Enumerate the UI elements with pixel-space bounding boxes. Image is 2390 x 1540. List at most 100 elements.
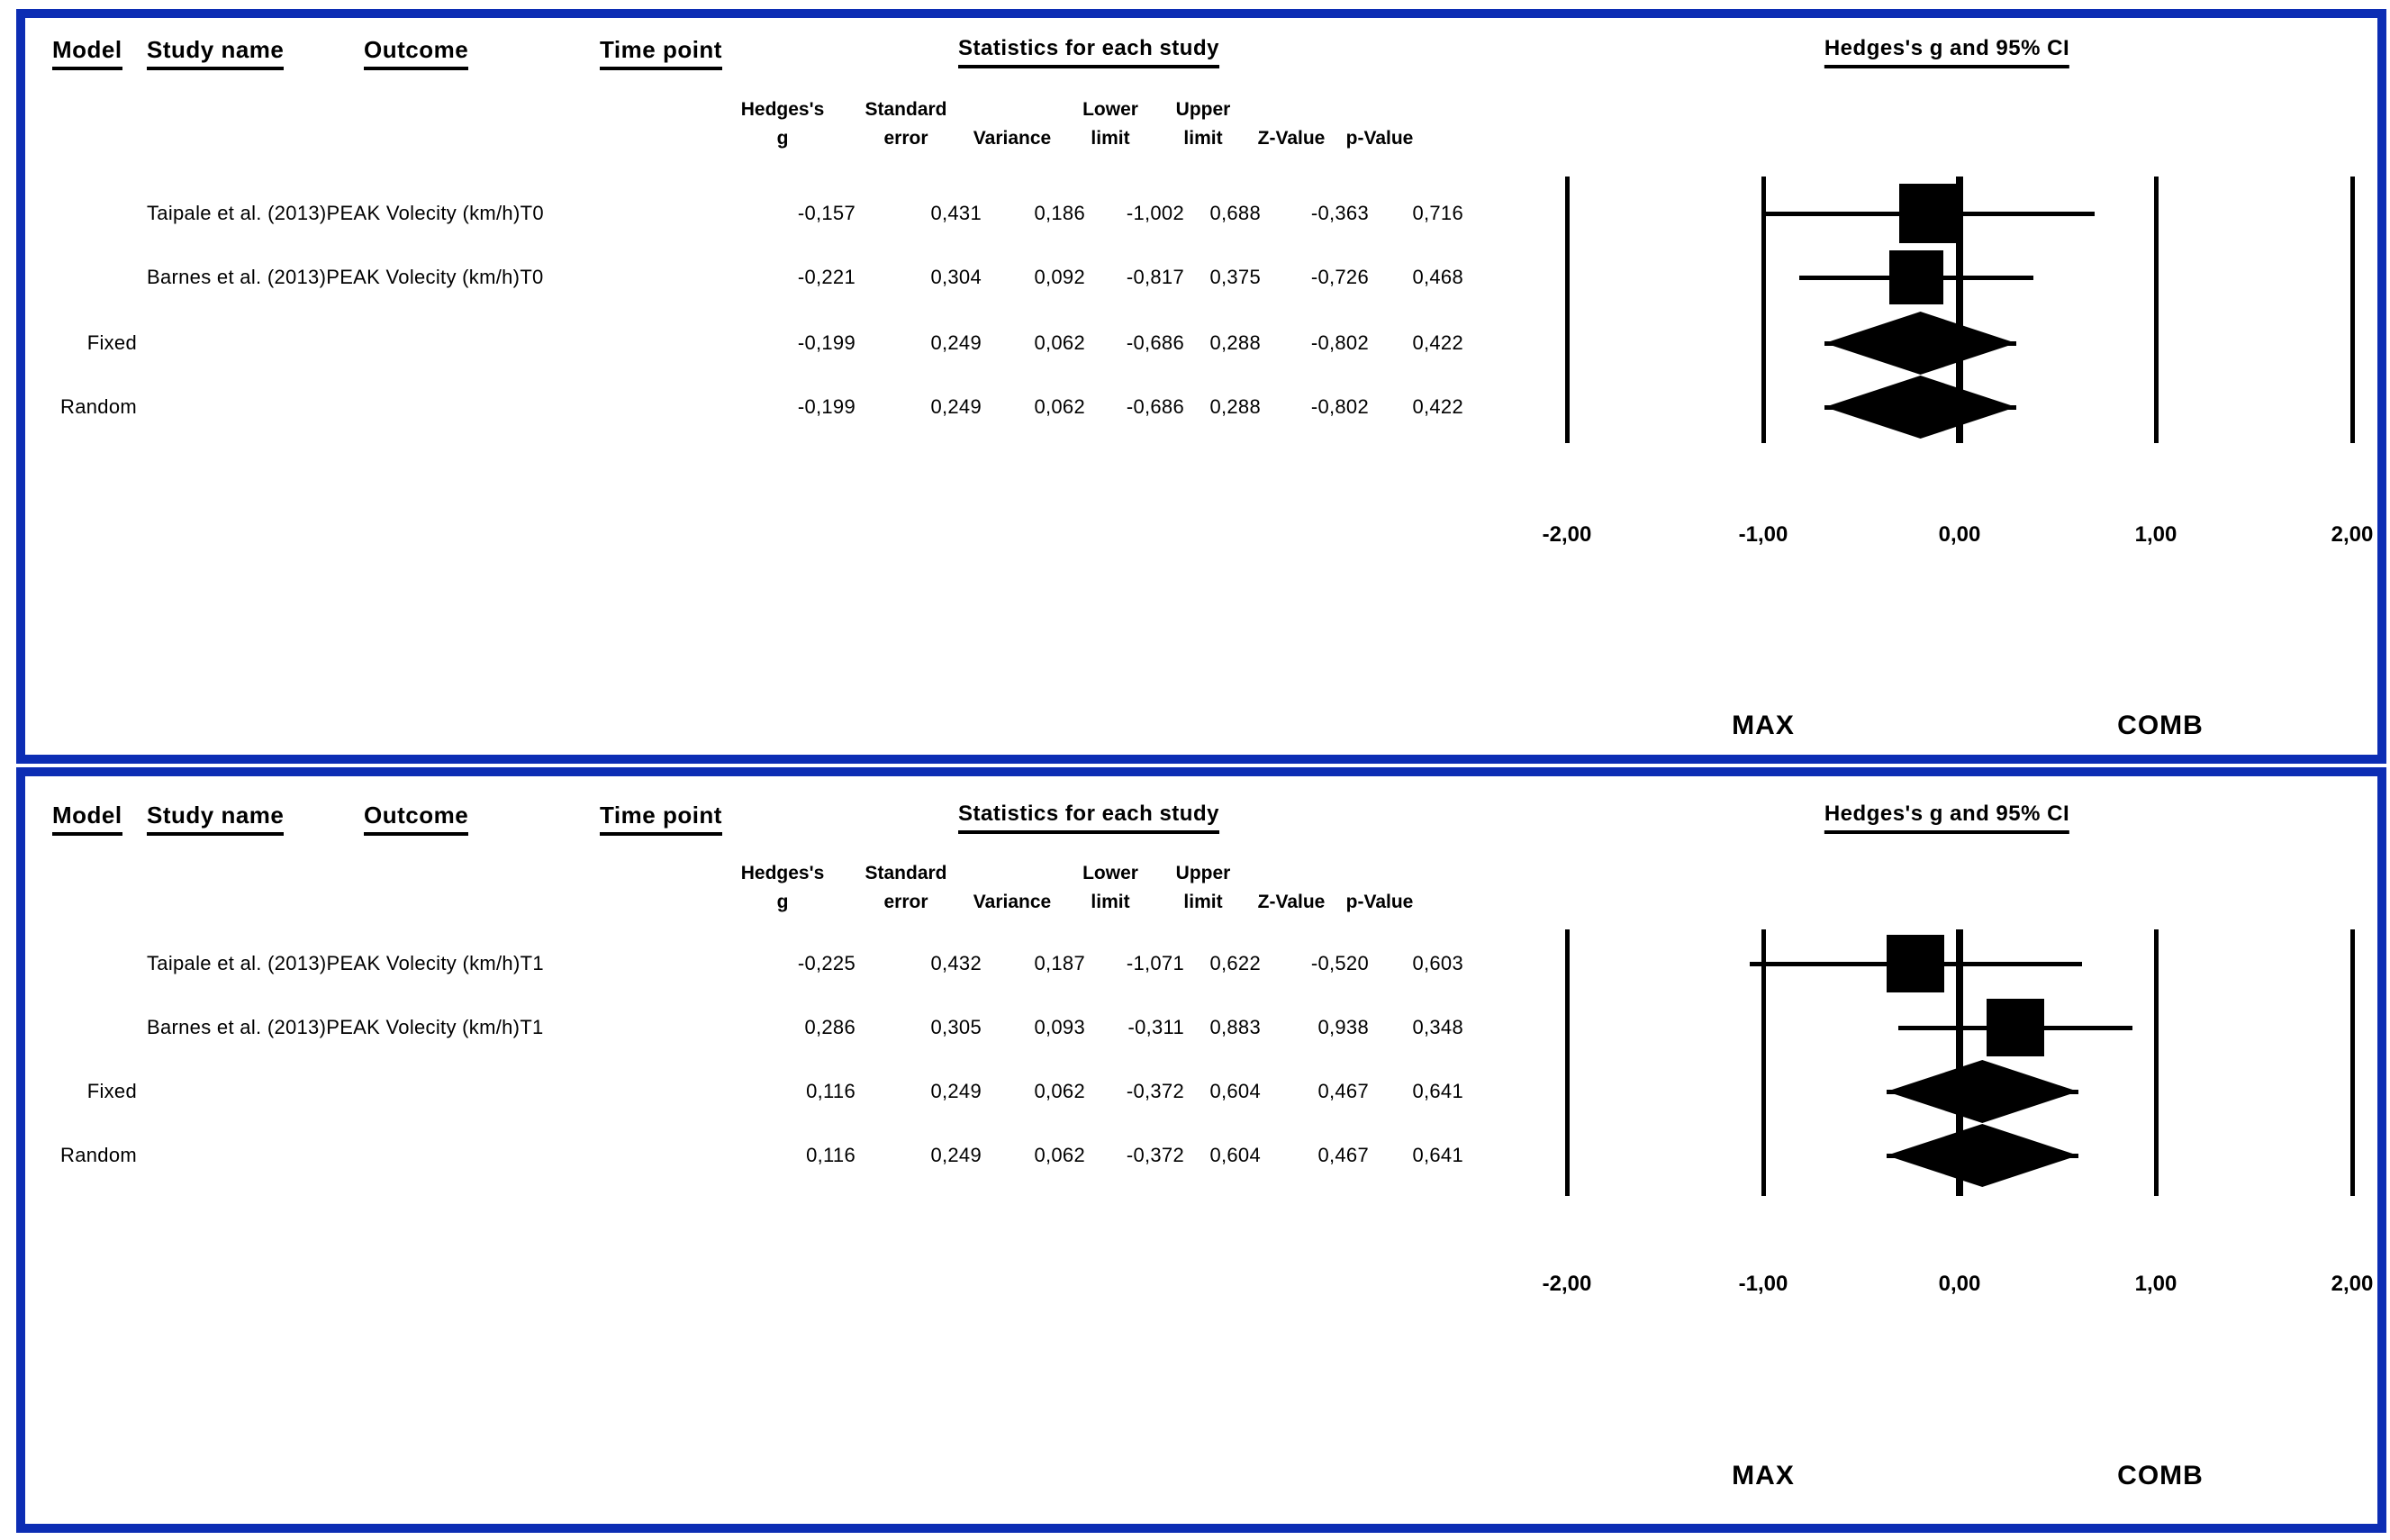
timepoint-text: T0 [520, 266, 544, 288]
x-tick-label: -2,00 [1542, 522, 1592, 547]
stat-value: 0,304 [930, 266, 982, 288]
stat-col-header-line1 [1346, 95, 1414, 124]
model-label: Random [60, 1144, 137, 1166]
stat-col-header: p-Value [1346, 95, 1414, 153]
stat-col-header-line1 [1258, 859, 1326, 888]
stat-value: -0,199 [797, 395, 856, 418]
column-header-model: Model [52, 802, 122, 836]
stat-col-header-line2: limit [1091, 128, 1130, 149]
stat-value: 0,249 [930, 331, 982, 354]
stats-group-title: Statistics for each study [958, 36, 1219, 68]
footer-label-comb: COMB [2117, 711, 2204, 740]
stat-value: 0,432 [930, 952, 982, 974]
stat-value: 0,288 [1209, 331, 1261, 354]
stat-value: 0,305 [930, 1016, 982, 1038]
grid-line [2153, 929, 2159, 1196]
effect-square [1987, 999, 2045, 1056]
effect-square [1888, 250, 1943, 304]
stat-value: 0,062 [1034, 395, 1085, 418]
stat-col-header-line2: limit [1091, 892, 1130, 912]
stats-group-title: Statistics for each study [958, 802, 1219, 834]
stat-value: -0,372 [1126, 1144, 1184, 1166]
stat-col-header-line2: error [883, 128, 928, 149]
stat-value: 0,622 [1209, 952, 1261, 974]
stat-col-header-line1: Upper [1175, 99, 1231, 120]
stat-value: 0,288 [1209, 395, 1261, 418]
stat-col-header-line1 [973, 95, 1051, 124]
stat-value: 0,249 [930, 1144, 982, 1166]
stat-value: 0,348 [1412, 1016, 1463, 1038]
stat-value: 0,467 [1317, 1144, 1369, 1166]
outcome-text: PEAK Volecity (km/h) [326, 1016, 521, 1038]
column-header-study-name: Study name [147, 36, 285, 70]
stat-value: -0,686 [1126, 331, 1184, 354]
stat-col-header: Z-Value [1258, 859, 1326, 917]
study-name-text: Barnes et al. (2013) [147, 266, 327, 288]
study-row-label: Taipale et al. (2013)PEAK Volecity (km/h… [147, 200, 544, 227]
stat-col-header-line1: Standard [865, 99, 947, 120]
stat-col-header-line2: limit [1183, 128, 1223, 149]
x-tick-label: 1,00 [2134, 522, 2177, 547]
study-row-label: Taipale et al. (2013)PEAK Volecity (km/h… [147, 950, 544, 977]
outcome-text: PEAK Volecity (km/h) [326, 202, 521, 224]
stat-value: -1,071 [1126, 952, 1184, 974]
stat-col-header-line2: Variance [973, 892, 1052, 912]
grid-line [1761, 177, 1766, 443]
stat-value: -0,802 [1310, 331, 1369, 354]
stat-col-header: Variance [973, 859, 1051, 917]
stat-col-header-line2: error [883, 892, 928, 912]
stat-value: -0,157 [797, 202, 856, 224]
timepoint-text: T0 [520, 202, 544, 224]
stat-value: 0,431 [930, 202, 982, 224]
stat-value: 0,375 [1209, 266, 1261, 288]
stat-value: 0,688 [1209, 202, 1261, 224]
stat-col-header-line2: p-Value [1345, 128, 1414, 149]
stat-col-header-line1: Hedges's [740, 863, 825, 883]
stat-col-header-line1: Lower [1082, 863, 1138, 883]
x-tick-label: 2,00 [2331, 1272, 2374, 1296]
stat-col-header: Standard error [865, 859, 946, 917]
stat-value: 0,467 [1317, 1080, 1369, 1102]
effect-square [1898, 184, 1959, 243]
column-header-outcome: Outcome [364, 36, 469, 70]
axis-zero-line [1956, 929, 1963, 1196]
grid-line [1761, 929, 1766, 1196]
stat-col-header-line1 [973, 859, 1051, 888]
stat-col-header-line2: p-Value [1345, 892, 1414, 912]
stat-col-header: p-Value [1346, 859, 1414, 917]
stat-value: -0,802 [1310, 395, 1369, 418]
stat-value: 0,249 [930, 395, 982, 418]
stat-col-header: Hedges's g [741, 95, 825, 153]
stat-col-header: Hedges's g [741, 859, 825, 917]
stat-col-header-line1: Hedges's [740, 99, 825, 120]
timepoint-text: T1 [520, 1016, 544, 1038]
stat-col-header-line1: Upper [1175, 863, 1231, 883]
stat-col-header-line1 [1346, 859, 1414, 888]
study-row-label: Barnes et al. (2013)PEAK Volecity (km/h)… [147, 1014, 544, 1041]
x-tick-label: -2,00 [1542, 1272, 1592, 1296]
stat-col-header-line2: Z-Value [1257, 128, 1326, 149]
stat-value: 0,422 [1412, 395, 1463, 418]
stat-value: -0,372 [1126, 1080, 1184, 1102]
plot-group-title: Hedges's g and 95% CI [1824, 36, 2070, 68]
stat-value: 0,093 [1034, 1016, 1085, 1038]
stat-col-header-line2: limit [1183, 892, 1223, 912]
stat-value: 0,092 [1034, 266, 1085, 288]
study-name-text: Taipale et al. (2013) [147, 952, 327, 974]
stat-value: 0,641 [1412, 1080, 1463, 1102]
grid-line [2349, 177, 2355, 443]
stat-value: 0,883 [1209, 1016, 1261, 1038]
column-header-time-point: Time point [600, 802, 722, 836]
x-tick-label: 0,00 [1938, 1272, 1981, 1296]
outcome-text: PEAK Volecity (km/h) [326, 952, 521, 974]
stat-value: 0,604 [1209, 1144, 1261, 1166]
stat-value: 0,062 [1034, 1144, 1085, 1166]
plot-group-title: Hedges's g and 95% CI [1824, 802, 2070, 834]
stat-value: 0,249 [930, 1080, 982, 1102]
x-tick-label: -1,00 [1738, 522, 1788, 547]
stat-col-header-line1: Standard [865, 863, 947, 883]
stat-value: 0,116 [806, 1080, 856, 1102]
stat-value: -0,726 [1310, 266, 1369, 288]
stat-col-header: Upper limit [1176, 95, 1231, 153]
